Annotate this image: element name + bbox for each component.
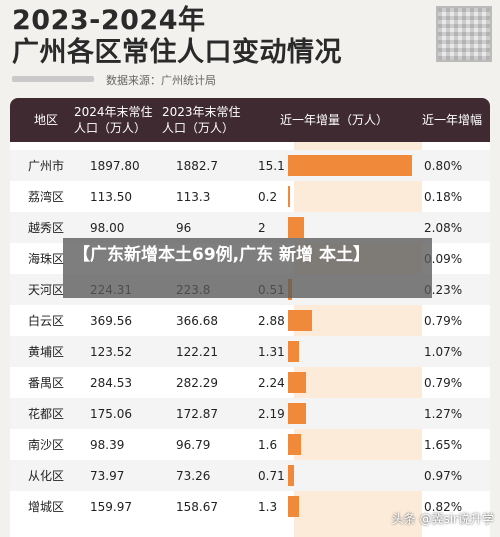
growth-cell: 1.27% (424, 406, 463, 421)
growth-cell: 1.65% (424, 437, 463, 452)
increase-bar (288, 341, 299, 362)
pop-2023-cell: 366.68 (176, 313, 218, 328)
data-source: 数据来源：广州统计局 (106, 74, 216, 87)
news-headline-overlay[interactable]: 【广东新增本土69例,广东 新增 本土】 (63, 238, 432, 298)
growth-cell: 0.09% (424, 251, 463, 266)
increase-label: 15.1 (258, 158, 285, 173)
title-line-2: 广州各区常住人口变动情况 (12, 37, 342, 68)
table-row: 越秀区 98.00 96 2 2.08% (10, 212, 490, 243)
table-row: 番禺区 284.53 282.29 2.24 0.79% (10, 367, 490, 398)
header-pop-2024: 2024年末常住人口（万人） (74, 105, 153, 135)
pop-2024-cell: 159.97 (90, 499, 132, 514)
table-row: 广州市 1897.80 1882.7 15.1 0.80% (10, 150, 490, 181)
increase-label: 1.6 (258, 437, 278, 452)
region-cell: 黄埔区 (28, 345, 65, 359)
header-growth: 近一年增幅 (422, 113, 483, 127)
increase-label: 2 (258, 220, 266, 235)
region-cell: 越秀区 (28, 221, 65, 235)
growth-cell: 2.08% (424, 220, 463, 235)
header-pop-2023: 2023年末常住人口（万人） (162, 105, 241, 135)
increase-bar (288, 186, 290, 207)
increase-label: 0.71 (258, 468, 285, 483)
pop-2023-cell: 282.29 (176, 375, 218, 390)
pop-2024-cell: 113.50 (90, 189, 132, 204)
growth-cell: 0.80% (424, 158, 463, 173)
increase-label: 2.19 (258, 406, 285, 421)
region-cell: 南沙区 (28, 438, 65, 452)
pop-2023-cell: 113.3 (176, 189, 211, 204)
table-row: 花都区 175.06 172.87 2.19 1.27% (10, 398, 490, 429)
region-cell: 天河区 (28, 283, 65, 297)
growth-cell: 0.79% (424, 375, 463, 390)
increase-label: 2.24 (258, 375, 285, 390)
growth-cell: 0.97% (424, 468, 463, 483)
pop-2024-cell: 1897.80 (90, 158, 140, 173)
pop-2023-cell: 96.79 (176, 437, 211, 452)
increase-bar (288, 465, 294, 486)
increase-label: 1.31 (258, 344, 285, 359)
increase-bar (288, 217, 305, 238)
pop-2023-cell: 172.87 (176, 406, 218, 421)
table-row: 增城区 159.97 158.67 1.3 0.82% (10, 491, 490, 522)
region-cell: 广州市 (28, 159, 65, 173)
increase-bar (288, 155, 412, 176)
table-row: 白云区 369.56 366.68 2.88 0.79% (10, 305, 490, 336)
watermark: 头条 @冀sir说升学 (391, 512, 494, 526)
pop-2023-cell: 73.26 (176, 468, 211, 483)
pop-2024-cell: 175.06 (90, 406, 132, 421)
growth-cell: 0.18% (424, 189, 463, 204)
region-cell: 增城区 (28, 500, 65, 514)
increase-bar (288, 403, 306, 424)
region-cell: 花都区 (28, 407, 65, 421)
increase-label: 0.2 (258, 189, 278, 204)
table-row: 海珠区 0.09% (10, 243, 490, 274)
region-cell: 番禺区 (28, 376, 65, 390)
increase-label: 2.88 (258, 313, 285, 328)
growth-cell: 1.07% (424, 344, 463, 359)
header-region: 地区 (34, 113, 59, 127)
pop-2024-cell: 369.56 (90, 313, 132, 328)
pop-2023-cell: 96 (176, 220, 192, 235)
table-row: 南沙区 98.39 96.79 1.6 1.65% (10, 429, 490, 460)
increase-bar (288, 434, 302, 455)
pop-2024-cell: 98.39 (90, 437, 125, 452)
increase-bar (288, 372, 307, 393)
increase-bar (288, 310, 312, 331)
table-row: 荔湾区 113.50 113.3 0.2 0.18% (10, 181, 490, 212)
pop-2023-cell: 1882.7 (176, 158, 218, 173)
region-cell: 海珠区 (28, 252, 65, 266)
header-increase: 近一年增量（万人） (280, 113, 389, 127)
region-cell: 荔湾区 (28, 190, 65, 204)
pop-2024-cell: 98.00 (90, 220, 125, 235)
pop-2023-cell: 158.67 (176, 499, 218, 514)
growth-cell: 0.79% (424, 313, 463, 328)
pop-2023-cell: 122.21 (176, 344, 218, 359)
table-row: 从化区 73.97 73.26 0.71 0.97% (10, 460, 490, 491)
table-header: 地区 2024年末常住人口（万人） 2023年末常住人口（万人） 近一年增量（万… (10, 98, 490, 142)
qr-code-icon (436, 6, 492, 62)
increase-label: 1.3 (258, 499, 278, 514)
population-table: 地区 2024年末常住人口（万人） 2023年末常住人口（万人） 近一年增量（万… (10, 98, 490, 537)
region-cell: 从化区 (28, 469, 65, 483)
growth-cell: 0.82% (424, 499, 463, 514)
increase-bar (288, 496, 299, 517)
pop-2024-cell: 73.97 (90, 468, 125, 483)
growth-cell: 0.23% (424, 282, 463, 297)
region-cell: 白云区 (28, 314, 65, 328)
table-row: 黄埔区 123.52 122.21 1.31 1.07% (10, 336, 490, 367)
pop-2024-cell: 123.52 (90, 344, 132, 359)
title-accent-bar (12, 76, 94, 82)
pop-2024-cell: 284.53 (90, 375, 132, 390)
title-line-1: 2023-2024年 (12, 5, 206, 36)
